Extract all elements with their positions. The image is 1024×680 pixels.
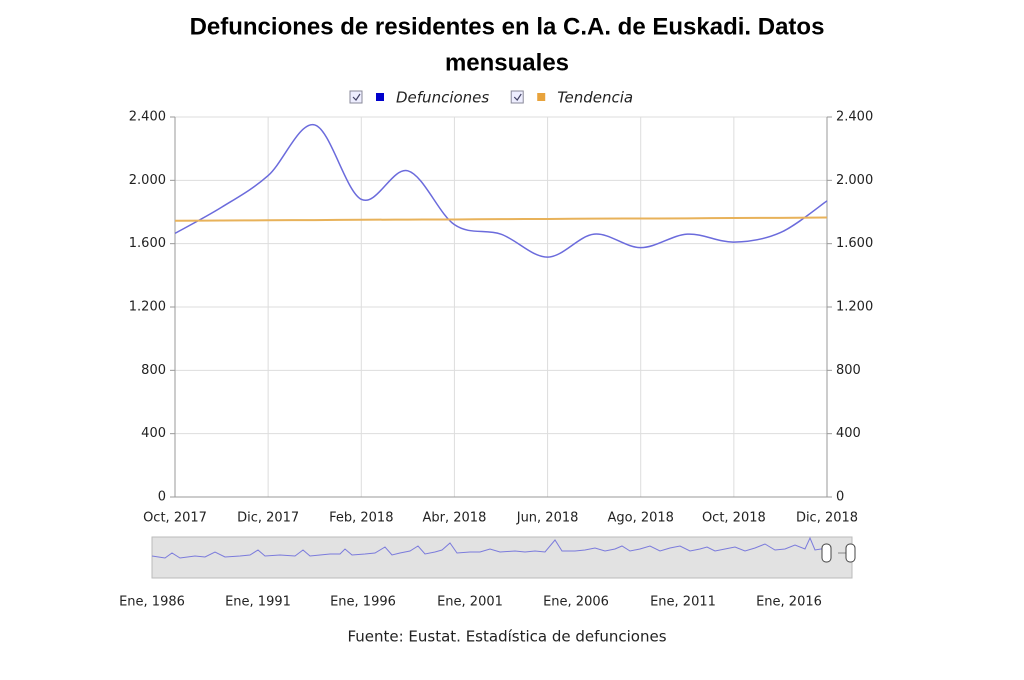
navigator-label: Ene, 2006 (543, 595, 609, 610)
legend-item[interactable]: Tendencia (510, 89, 633, 107)
navigator[interactable] (151, 536, 856, 579)
y2-tick-label: 0 (836, 490, 844, 505)
navigator-handle[interactable] (845, 543, 856, 563)
x-tick-label: Oct, 2018 (702, 511, 766, 526)
navigator-sparkline (151, 536, 828, 559)
legend-checkbox (349, 90, 363, 104)
y-tick-label: 1.200 (129, 300, 166, 315)
y2-tick-label: 1.200 (836, 300, 873, 315)
legend-check (352, 93, 361, 101)
navigator-label: Ene, 2001 (437, 595, 503, 610)
legend-swatch (376, 93, 384, 101)
x-tick-label: Ago, 2018 (607, 511, 673, 526)
x-tick-label: Jun, 2018 (516, 511, 579, 526)
source-note: Fuente: Eustat. Estadística de defuncion… (347, 628, 666, 646)
x-tick-label: Dic, 2017 (237, 511, 299, 526)
y2-tick-label: 400 (836, 426, 861, 441)
y2-tick-label: 2.000 (836, 173, 873, 188)
y-tick-label: 1.600 (129, 236, 166, 251)
line (174, 124, 828, 258)
chart-title: mensuales (445, 49, 569, 76)
line (174, 216, 828, 222)
x-tick-label: Abr, 2018 (423, 511, 487, 526)
navigator-handle[interactable] (821, 543, 832, 563)
navigator-label: Ene, 1996 (330, 595, 396, 610)
y2-tick-label: 2.400 (836, 110, 873, 125)
navigator-label: Ene, 2016 (756, 595, 822, 610)
legend-item[interactable]: Defunciones (349, 89, 489, 107)
x-tick-label: Dic, 2018 (796, 511, 858, 526)
navigator-label: Ene, 1986 (119, 595, 185, 610)
y-tick-label: 800 (141, 363, 166, 378)
legend-swatch (537, 93, 546, 101)
y-tick-label: 2.400 (129, 110, 166, 125)
x-tick-label: Feb, 2018 (329, 511, 393, 526)
y2-tick-label: 1.600 (836, 236, 873, 251)
navigator-label: Ene, 1991 (225, 595, 291, 610)
navigator-box (151, 536, 853, 579)
legend-checkbox (510, 90, 524, 104)
y2-tick-label: 800 (836, 363, 861, 378)
chart-title: Defunciones de residentes en la C.A. de … (190, 13, 825, 40)
legend-label: Tendencia (557, 89, 633, 107)
y-tick-label: 0 (158, 490, 166, 505)
navigator-label: Ene, 2011 (650, 595, 716, 610)
legend-check (513, 93, 522, 101)
y-tick-label: 400 (141, 426, 166, 441)
y-tick-label: 2.000 (129, 173, 166, 188)
legend-label: Defunciones (396, 89, 489, 107)
x-tick-label: Oct, 2017 (143, 511, 207, 526)
